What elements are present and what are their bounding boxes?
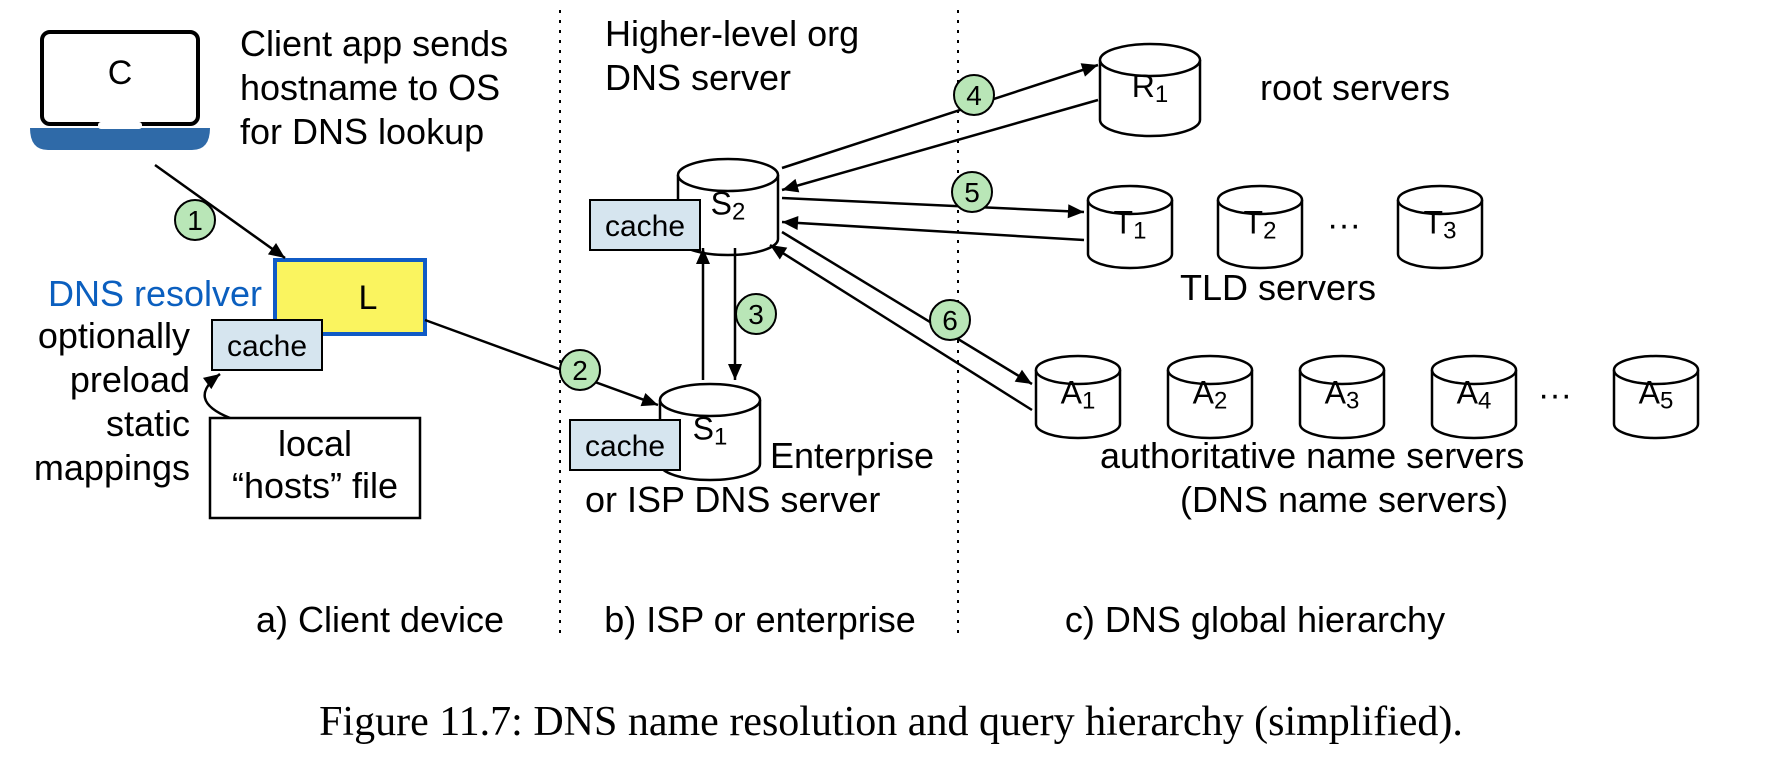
cylinder: A1 (1036, 356, 1120, 438)
cache-label: cache (605, 210, 685, 243)
cylinder: A2 (1168, 356, 1252, 438)
cylinder: A4 (1432, 356, 1516, 438)
arrow-head (782, 216, 798, 230)
arrow (782, 232, 1032, 384)
auth-label: (DNS name servers) (1180, 479, 1508, 520)
arrow (782, 222, 1084, 240)
step-number: 3 (748, 299, 764, 330)
hosts-file-label: local (278, 423, 352, 464)
preload-text: preload (70, 359, 190, 400)
cylinder: A3 (1300, 356, 1384, 438)
arrow (782, 198, 1084, 212)
cylinder: R1 (1100, 44, 1200, 136)
figure-caption: Figure 11.7: DNS name resolution and que… (319, 699, 1463, 745)
resolver-label: L (359, 279, 378, 317)
step-number: 1 (187, 205, 203, 236)
hosts-file-label: “hosts” file (232, 465, 398, 506)
arrow-head (728, 364, 742, 380)
preload-text: static (106, 403, 190, 444)
arrow (770, 245, 1032, 410)
client-text: for DNS lookup (240, 111, 484, 152)
arrow-head (782, 179, 799, 192)
s1-text: Enterprise (770, 435, 934, 476)
arrow (782, 100, 1098, 190)
arrow (155, 165, 285, 258)
step-number: 5 (964, 177, 980, 208)
tld-label: TLD servers (1180, 267, 1376, 308)
resolver-caption: DNS resolver (48, 273, 262, 314)
cylinder: T2 (1218, 186, 1302, 268)
arrow-head (203, 374, 220, 389)
s2-text: DNS server (605, 57, 791, 98)
arrow-head (641, 393, 658, 406)
s1-text: or ISP DNS server (585, 479, 880, 520)
auth-label: authoritative name servers (1100, 435, 1524, 476)
section-label: a) Client device (256, 599, 504, 640)
arrow-head (1015, 370, 1032, 384)
laptop-label: C (108, 54, 133, 92)
cylinder: T3 (1398, 186, 1482, 268)
arrow-head (1081, 63, 1098, 76)
arrow-head (268, 243, 285, 258)
arrow-head (770, 245, 787, 259)
cylinder: T1 (1088, 186, 1172, 268)
section-label: b) ISP or enterprise (604, 599, 915, 640)
arrow-head (1068, 204, 1084, 218)
s2-text: Higher-level org (605, 13, 859, 54)
preload-text: optionally (38, 315, 190, 356)
cache-label: cache (585, 430, 665, 463)
root-label: root servers (1260, 67, 1450, 108)
section-label: c) DNS global hierarchy (1065, 599, 1445, 640)
client-text: Client app sends (240, 23, 508, 64)
ellipsis: ··· (1538, 376, 1572, 414)
preload-text: mappings (34, 447, 190, 488)
cache-label: cache (227, 330, 307, 363)
ellipsis: ··· (1327, 206, 1361, 244)
arrow (782, 65, 1098, 168)
arrow (425, 320, 658, 405)
client-text: hostname to OS (240, 67, 500, 108)
step-number: 6 (942, 305, 958, 336)
step-number: 4 (966, 80, 982, 111)
step-number: 2 (572, 355, 588, 386)
cylinder: A5 (1614, 356, 1698, 438)
